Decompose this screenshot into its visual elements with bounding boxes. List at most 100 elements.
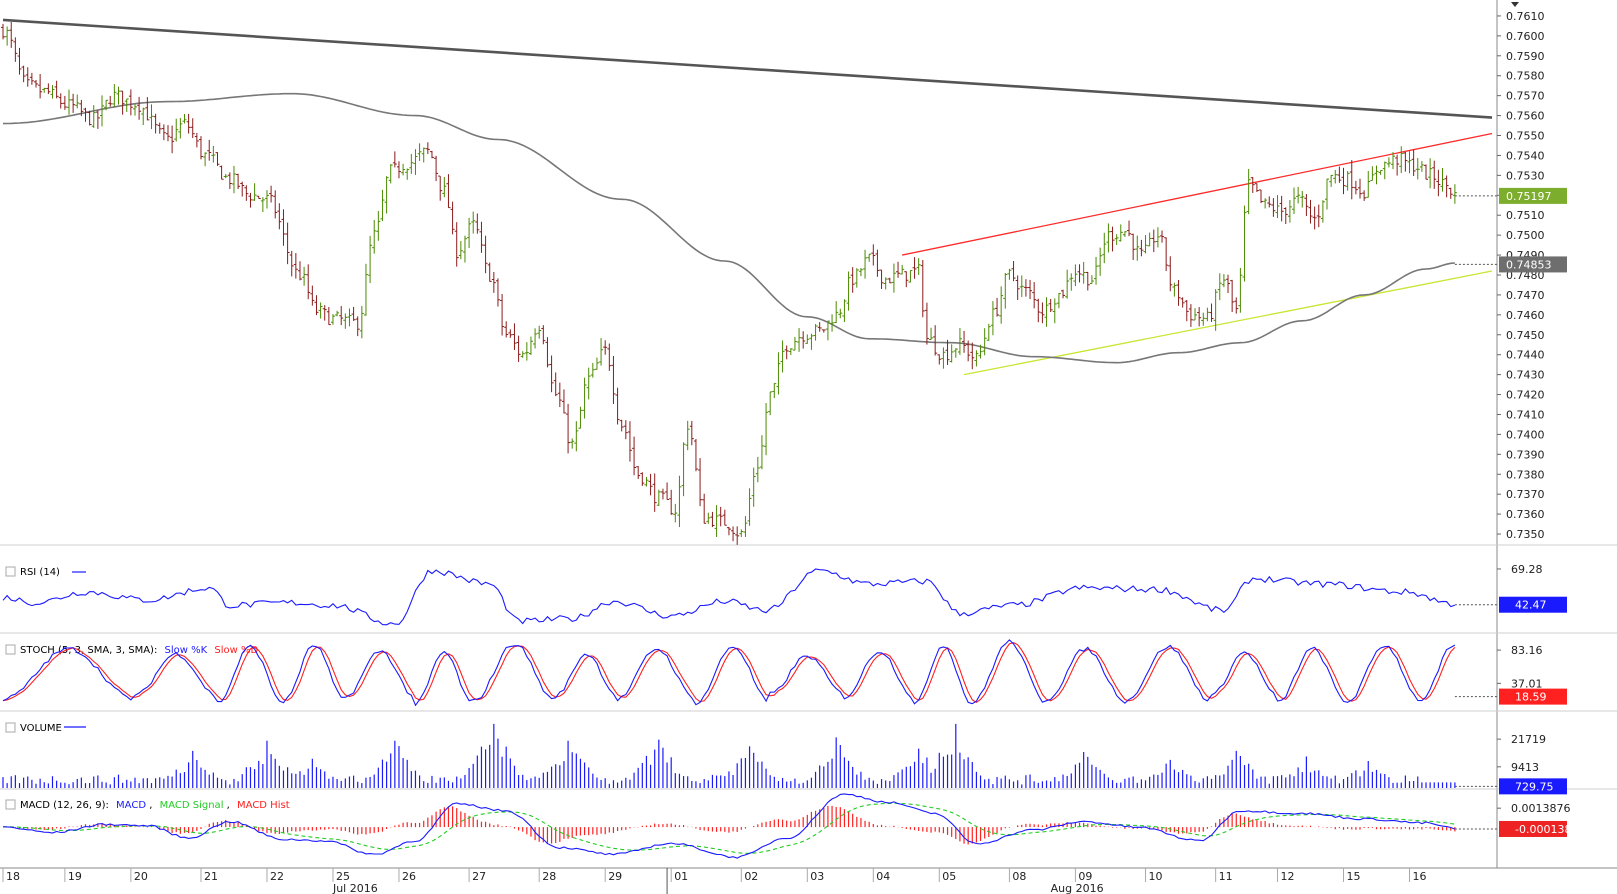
day-label: 26 xyxy=(402,870,416,883)
ohlc-bar xyxy=(1386,157,1391,168)
macd-legend-macd: MACD xyxy=(116,800,146,811)
ohlc-bar xyxy=(1089,275,1094,284)
ohlc-bar xyxy=(1127,220,1132,237)
ohlc-bar xyxy=(83,107,88,122)
ohlc-bar xyxy=(714,505,719,537)
ohlc-bar xyxy=(689,420,694,446)
ohlc-bar xyxy=(1395,154,1400,176)
close-indicator-icon[interactable] xyxy=(5,799,16,810)
ohlc-bar xyxy=(825,320,830,341)
ohlc-bar xyxy=(574,421,579,452)
price-tick-label: 0.7420 xyxy=(1506,389,1545,402)
price-tick-label: 0.7600 xyxy=(1506,30,1545,43)
ohlc-bar xyxy=(178,117,183,139)
dropdown-arrow-icon[interactable] xyxy=(1511,2,1519,7)
ohlc-bar xyxy=(1254,183,1259,193)
ohlc-bar xyxy=(702,493,707,524)
ohlc-bar xyxy=(912,257,917,279)
ohlc-bar xyxy=(1003,272,1008,309)
ohlc-bar xyxy=(1221,274,1226,288)
stoch-tick-label: 83.16 xyxy=(1511,644,1543,657)
ohlc-bar xyxy=(417,143,422,161)
ohlc-bar xyxy=(1197,307,1202,327)
ohlc-bar xyxy=(1362,190,1367,201)
stoch-k-line xyxy=(2,639,1456,707)
ohlc-bar xyxy=(545,337,550,368)
ohlc-bar xyxy=(1238,267,1243,313)
ohlc-bar xyxy=(982,328,987,356)
rsi-tick-label: 69.28 xyxy=(1511,563,1543,576)
day-label: 09 xyxy=(1078,870,1092,883)
ohlc-bar xyxy=(1432,160,1437,189)
close-indicator-icon[interactable] xyxy=(5,566,16,577)
ohlc-bar xyxy=(149,104,154,130)
ohlc-bar xyxy=(1201,312,1206,326)
ohlc-bar xyxy=(747,488,752,526)
price-tick-label: 0.7510 xyxy=(1506,209,1545,222)
ohlc-bar xyxy=(813,324,818,341)
ohlc-bar xyxy=(38,73,43,99)
macd-signal-line xyxy=(3,802,1455,854)
ohlc-bar xyxy=(1069,273,1074,291)
ohlc-bar xyxy=(467,217,472,248)
ohlc-bar xyxy=(735,526,740,545)
ohlc-bar xyxy=(1023,279,1028,297)
ohlc-bar xyxy=(883,277,888,290)
ohlc-bar xyxy=(194,132,199,148)
ohlc-bar xyxy=(1056,293,1061,309)
ohlc-bar xyxy=(21,65,26,83)
ohlc-bar xyxy=(120,90,125,115)
ohlc-bar xyxy=(871,244,876,266)
ohlc-bar xyxy=(409,154,414,174)
month-label: Jul 2016 xyxy=(332,882,378,894)
volume-tick-label: 21719 xyxy=(1511,733,1546,746)
price-tick-label: 0.7500 xyxy=(1506,229,1545,242)
day-label: 27 xyxy=(472,870,486,883)
ohlc-bar xyxy=(681,442,686,497)
ohlc-bar xyxy=(190,118,195,139)
ohlc-bar xyxy=(1188,304,1193,327)
day-label: 15 xyxy=(1347,870,1361,883)
ohlc-bar xyxy=(838,308,843,319)
ohlc-bar xyxy=(112,84,117,107)
ohlc-bar xyxy=(1407,151,1412,174)
ohlc-bar xyxy=(809,333,814,350)
ohlc-bar xyxy=(1358,178,1363,199)
ohlc-bar xyxy=(264,190,269,209)
ohlc-bar xyxy=(347,308,352,327)
ohlc-bar xyxy=(1085,271,1090,291)
macd-lines-layer xyxy=(2,793,1456,859)
close-indicator-icon[interactable] xyxy=(5,722,16,733)
ohlc-bar xyxy=(1019,275,1024,298)
price-tick-label: 0.7570 xyxy=(1506,90,1545,103)
price-axis: 0.7610 0.7600 0.7590 0.7580 0.7570 0.7560 0.75… xyxy=(1454,10,1567,541)
ohlc-bar xyxy=(157,122,162,134)
day-label: 05 xyxy=(942,870,956,883)
price-panel: 0.7610 0.7600 0.7590 0.7580 0.7570 0.7560 0.75… xyxy=(1,2,1567,545)
ohlc-bar xyxy=(1077,264,1082,283)
ohlc-bar xyxy=(842,299,847,323)
volume-axis: 21719 9413 729.75 xyxy=(1454,733,1567,795)
ohlc-bar xyxy=(310,285,315,306)
ohlc-bar xyxy=(945,339,950,365)
ohlc-bar xyxy=(685,420,690,451)
ohlc-bar xyxy=(627,421,632,462)
ohlc-bar xyxy=(623,420,628,440)
ohlc-bar xyxy=(128,89,133,116)
ohlc-bar xyxy=(673,503,678,523)
ohlc-bar xyxy=(743,516,748,537)
close-indicator-icon[interactable] xyxy=(5,644,16,655)
ohlc-bar xyxy=(483,235,488,274)
volume-panel: VOLUME 21719 9413 729.75 xyxy=(2,722,1567,795)
stoch-line-layer xyxy=(2,639,1456,707)
ohlc-bar xyxy=(594,357,599,370)
rsi-line xyxy=(2,568,1456,626)
rsi-legend: RSI (14) xyxy=(20,567,60,578)
ohlc-bar xyxy=(718,506,723,527)
ohlc-bar xyxy=(780,340,785,373)
ohlc-bar xyxy=(231,165,236,194)
ohlc-bar xyxy=(821,329,826,333)
price-tick-label: 0.7410 xyxy=(1506,408,1545,421)
ohlc-bar xyxy=(434,155,439,182)
